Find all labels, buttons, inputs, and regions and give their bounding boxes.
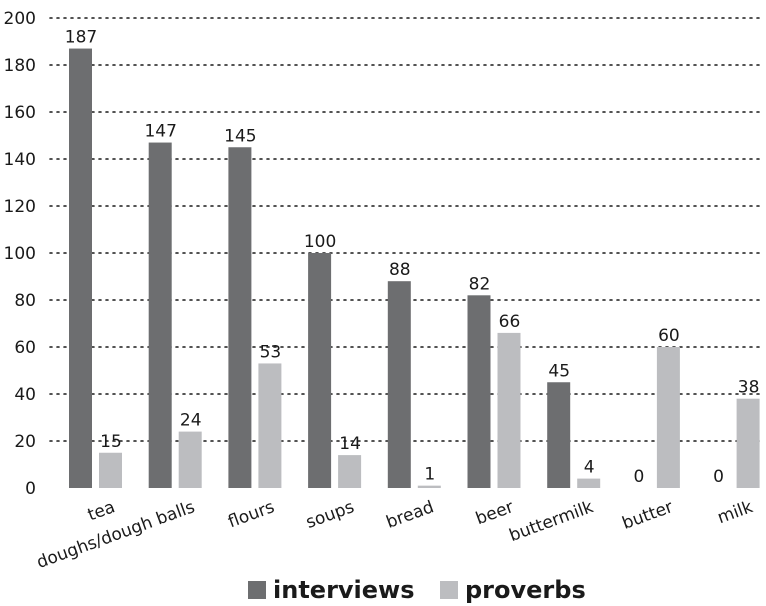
x-category-label: butter bbox=[620, 497, 676, 534]
proverbs-data-label: 60 bbox=[658, 326, 680, 346]
interviews-data-label: 82 bbox=[469, 274, 491, 294]
interviews-data-label: 0 bbox=[713, 467, 724, 487]
x-category-label: buttermilk bbox=[507, 497, 597, 546]
proverbs-bar bbox=[417, 485, 441, 488]
proverbs-data-label: 14 bbox=[339, 434, 361, 454]
x-category-label: flours bbox=[226, 497, 278, 532]
x-category-label: soups bbox=[303, 497, 357, 533]
proverbs-bar bbox=[178, 431, 202, 488]
y-tick-label: 140 bbox=[4, 150, 36, 170]
x-category-label: bread bbox=[384, 497, 437, 533]
proverbs-bar bbox=[258, 363, 282, 488]
interviews-bar bbox=[387, 281, 411, 488]
interviews-bar bbox=[308, 253, 332, 488]
proverbs-data-label: 53 bbox=[260, 342, 282, 362]
x-category-label: tea bbox=[85, 497, 118, 525]
proverbs-bar bbox=[577, 478, 601, 488]
legend: interviews proverbs bbox=[248, 576, 586, 604]
proverbs-data-label: 24 bbox=[180, 411, 202, 431]
interviews-bar bbox=[69, 48, 92, 489]
interviews-bar bbox=[547, 382, 571, 488]
interviews-bar bbox=[228, 147, 252, 488]
x-category-label: beer bbox=[473, 497, 516, 529]
proverbs-legend-label: proverbs bbox=[465, 576, 586, 604]
y-tick-label: 160 bbox=[4, 103, 36, 123]
proverbs-bar bbox=[656, 347, 680, 488]
proverbs-bar bbox=[736, 398, 760, 488]
proverbs-data-label: 38 bbox=[738, 378, 760, 398]
interviews-data-label: 145 bbox=[224, 126, 256, 146]
interviews-data-label: 0 bbox=[633, 467, 644, 487]
y-tick-label: 120 bbox=[4, 197, 36, 217]
y-tick-label: 180 bbox=[4, 56, 36, 76]
y-tick-label: 80 bbox=[14, 291, 36, 311]
y-tick-label: 100 bbox=[4, 244, 36, 264]
y-axis-ticks: 0 20 40 60 80 100 120 140 160 180 200 bbox=[4, 9, 36, 499]
data-labels: 187 147 145 100 88 82 45 0 0 15 24 53 14 1 66 4 60 38 bbox=[65, 28, 760, 487]
proverbs-data-label: 1 bbox=[424, 465, 435, 485]
interviews-data-label: 147 bbox=[144, 122, 176, 142]
proverbs-data-label: 4 bbox=[584, 458, 595, 478]
interviews-legend-swatch bbox=[248, 581, 266, 599]
y-tick-label: 40 bbox=[14, 385, 36, 405]
proverbs-bar bbox=[338, 455, 362, 488]
interviews-data-label: 45 bbox=[548, 361, 570, 381]
y-tick-label: 0 bbox=[25, 479, 36, 499]
y-tick-label: 200 bbox=[4, 9, 36, 29]
interviews-legend-label: interviews bbox=[273, 576, 415, 604]
proverbs-legend-swatch bbox=[440, 581, 458, 599]
proverbs-data-label: 15 bbox=[100, 432, 122, 452]
x-category-label: doughs/dough balls bbox=[34, 497, 197, 573]
bars bbox=[69, 48, 760, 489]
x-category-label: milk bbox=[715, 497, 756, 528]
interviews-data-label: 88 bbox=[389, 260, 411, 280]
interviews-bar bbox=[467, 295, 491, 488]
y-tick-label: 60 bbox=[14, 338, 36, 358]
interviews-data-label: 100 bbox=[304, 232, 336, 252]
interviews-data-label: 187 bbox=[65, 28, 97, 48]
interviews-bar bbox=[148, 142, 172, 489]
proverbs-bar bbox=[497, 332, 521, 488]
proverbs-bar bbox=[99, 452, 122, 488]
proverbs-data-label: 66 bbox=[499, 312, 521, 332]
y-tick-label: 20 bbox=[14, 432, 36, 452]
